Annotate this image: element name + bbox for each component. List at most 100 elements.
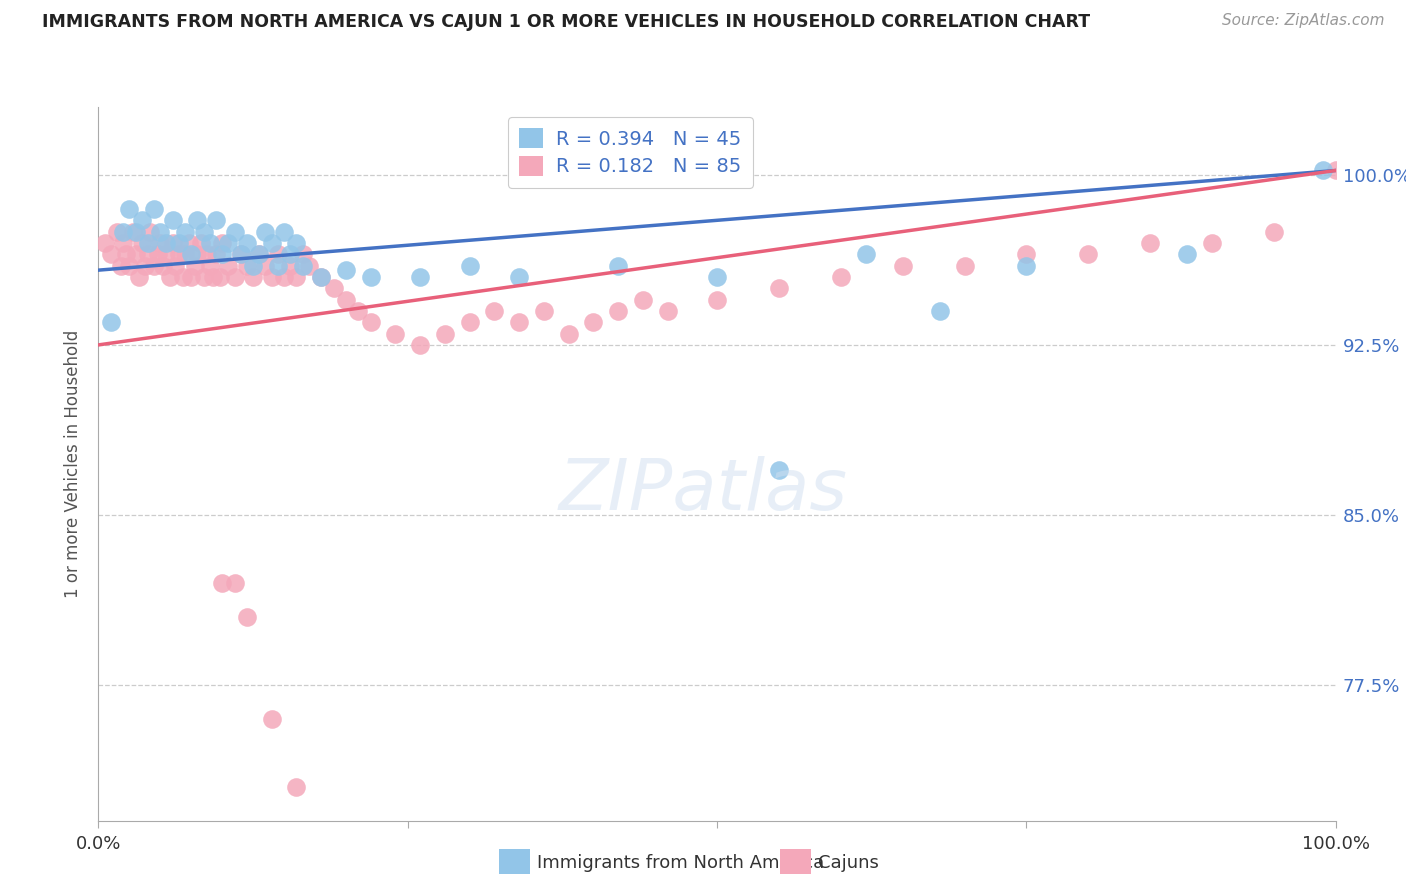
Point [155,235,177,250]
Point [273,225,295,239]
Point [1312,163,1334,178]
Point [1324,163,1347,178]
Point [128,269,150,284]
Point [1263,225,1285,239]
Point [93,235,115,250]
Point [273,269,295,284]
Point [1139,235,1161,250]
Point [631,293,654,307]
Text: Immigrants from North America: Immigrants from North America [537,854,824,871]
Point [607,304,630,318]
Point [118,202,141,216]
Point [242,269,264,284]
Point [607,259,630,273]
Point [247,247,270,261]
Point [335,263,357,277]
Point [260,269,283,284]
Point [149,225,172,239]
Point [180,269,202,284]
Text: ZIPatlas: ZIPatlas [558,456,848,525]
Point [409,338,432,352]
Point [242,259,264,273]
Point [508,269,530,284]
Point [162,235,184,250]
Point [136,235,159,250]
Point [1175,247,1198,261]
Point [205,213,228,227]
Point [1201,235,1223,250]
Point [100,247,122,261]
Point [260,235,283,250]
Point [855,247,877,261]
Point [291,247,314,261]
Point [706,269,728,284]
Point [830,269,852,284]
Point [224,269,246,284]
Text: IMMIGRANTS FROM NORTH AMERICA VS CAJUN 1 OR MORE VEHICLES IN HOUSEHOLD CORRELATI: IMMIGRANTS FROM NORTH AMERICA VS CAJUN 1… [42,13,1090,31]
Point [139,225,162,239]
Point [208,269,231,284]
Point [533,304,555,318]
Point [165,259,187,273]
Point [146,247,169,261]
Point [143,202,166,216]
Point [285,269,308,284]
Point [236,259,259,273]
Point [149,235,172,250]
Point [112,235,135,250]
Point [557,326,579,341]
Point [211,575,233,590]
Point [152,259,174,273]
Legend: R = 0.394   N = 45, R = 0.182   N = 85: R = 0.394 N = 45, R = 0.182 N = 85 [508,117,754,188]
Point [229,247,252,261]
Point [254,259,277,273]
Point [172,269,194,284]
Point [174,225,197,239]
Point [347,304,370,318]
Point [224,575,246,590]
Point [124,225,146,239]
Point [198,235,221,250]
Point [360,315,382,329]
Point [953,259,976,273]
Point [309,269,332,284]
Point [254,225,277,239]
Point [124,247,146,261]
Point [1015,247,1038,261]
Point [298,259,321,273]
Point [190,235,212,250]
Point [217,235,239,250]
Point [177,235,200,250]
Point [198,259,221,273]
Point [360,269,382,284]
Point [186,213,208,227]
Point [508,315,530,329]
Point [409,269,432,284]
Point [384,326,406,341]
Point [236,609,259,624]
Point [180,247,202,261]
Point [706,293,728,307]
Point [278,259,301,273]
Point [162,213,184,227]
Point [110,259,132,273]
Point [768,281,790,295]
Point [114,247,136,261]
Point [260,712,283,726]
Point [193,225,215,239]
Point [122,225,145,239]
Point [184,259,207,273]
Point [768,462,790,476]
Point [433,326,456,341]
Point [335,293,357,307]
Point [224,225,246,239]
Point [278,247,301,261]
Point [236,235,259,250]
Point [267,247,290,261]
Point [159,269,181,284]
Point [322,281,344,295]
Point [155,247,177,261]
Point [167,247,190,261]
Point [285,780,308,794]
Point [131,213,153,227]
